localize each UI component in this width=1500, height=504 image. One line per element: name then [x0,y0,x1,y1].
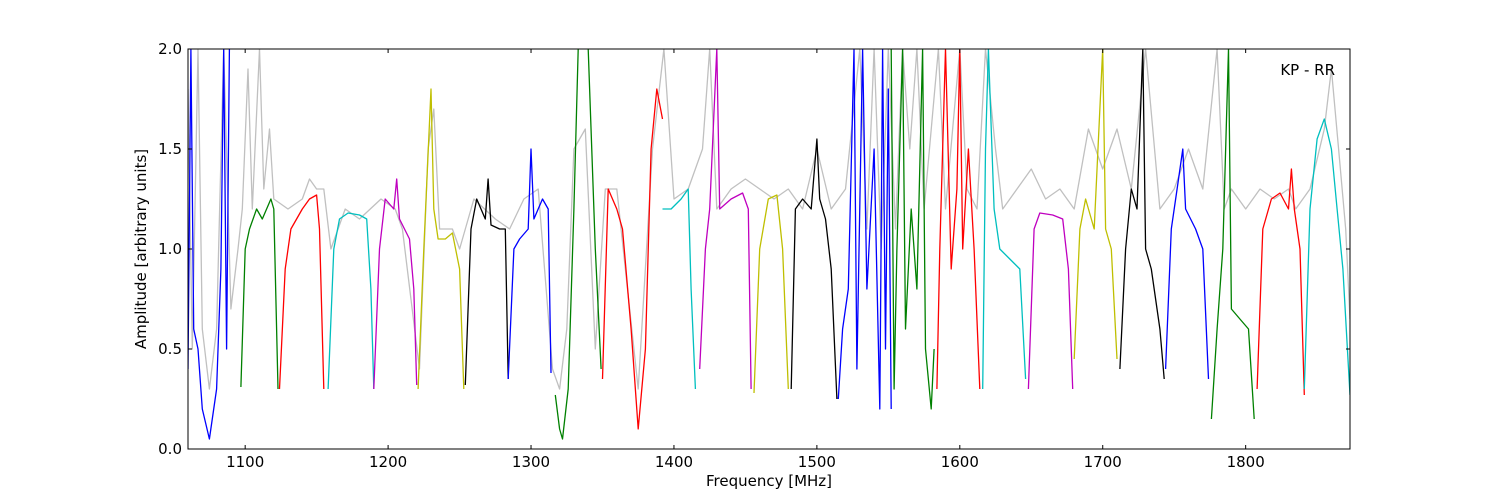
series-line-10 [587,49,602,370]
series-line-15 [790,138,838,400]
x-axis-ticks: 1100 1200 1300 1400 1500 1600 1700 1800 [226,49,1265,471]
series-line-23 [1164,148,1210,380]
series-line-24 [1210,49,1255,420]
series-line-17 [890,49,935,410]
y-axis-ticks: 0.0 0.5 1.0 1.5 2.0 [158,40,1350,458]
y-tick-label: 0.0 [158,440,182,458]
series-line-1 [188,49,231,440]
series-line-16 [837,49,892,410]
series-line-9 [554,49,579,440]
x-axis-label: Frequency [MHz] [706,472,832,490]
series-line-19 [982,49,1027,390]
series-line-4 [327,212,375,390]
series-line-25 [1256,168,1305,396]
x-tick-label: 1700 [1084,453,1122,471]
y-tick-label: 1.0 [158,240,182,258]
series-line-6 [417,88,465,390]
y-tick-label: 0.5 [158,340,182,358]
x-tick-label: 1300 [512,453,550,471]
y-tick-label: 1.5 [158,140,182,158]
series-line-13 [699,49,752,390]
panel-annotation: KP - RR [1280,61,1335,79]
series-line-8 [507,148,552,380]
series-line-2 [240,198,279,390]
x-tick-label: 1400 [655,453,693,471]
x-tick-label: 1800 [1227,453,1265,471]
series-line-11 [601,88,664,430]
x-tick-label: 1100 [226,453,264,471]
y-axis-label: Amplitude [arbitrary units] [132,149,150,349]
series-line-20 [1027,212,1074,390]
x-tick-label: 1600 [941,453,979,471]
y-tick-label: 2.0 [158,40,182,58]
series-line-12 [662,188,697,390]
series-line-26 [1303,118,1350,396]
series-line-5 [373,178,418,390]
series-line-14 [753,194,789,394]
series-line-21 [1073,49,1118,360]
x-tick-label: 1200 [369,453,407,471]
series-line-7 [464,178,509,386]
series-line-18 [936,49,981,390]
series-line-3 [278,194,325,390]
x-tick-label: 1500 [798,453,836,471]
series-line-22 [1119,49,1165,380]
background-series-line [188,49,1350,390]
series-layer [188,49,1350,440]
